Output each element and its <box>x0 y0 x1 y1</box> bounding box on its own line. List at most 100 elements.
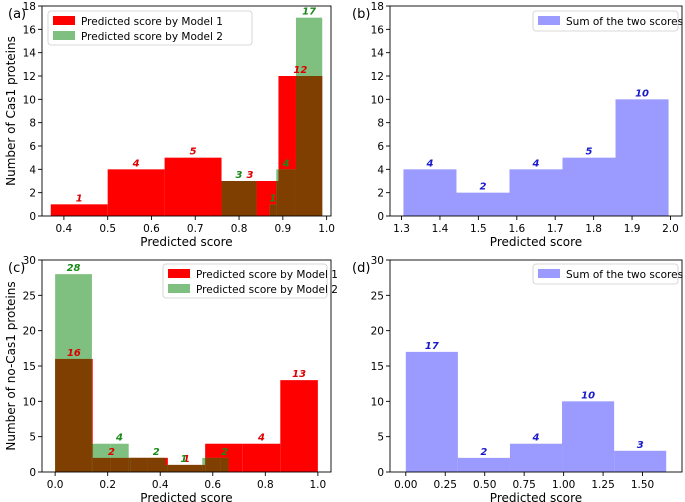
panel-a-legend <box>47 10 253 46</box>
panel-b-xtick-label: 1.9 <box>624 223 641 235</box>
panel-a-xtick-label: 0.6 <box>143 223 160 235</box>
panel-c-legend-swatch <box>168 284 190 293</box>
panel-c-xtick-label: 0.8 <box>257 479 274 491</box>
panel-a-xlabel: Predicted score <box>140 235 232 249</box>
panel-c-xtick-label: 1.0 <box>310 479 327 491</box>
panel-a-ytick-label: 2 <box>29 188 36 200</box>
panel-d-series1-bar <box>509 443 563 472</box>
panel-d-tag: (d) <box>352 261 370 276</box>
panel-a-ylabel: Number of Cas1 proteins <box>4 36 18 186</box>
panel-c-ytick-label: 10 <box>23 396 36 408</box>
panel-d-bar-label: 3 <box>637 440 644 451</box>
panel-a-series1-bar <box>50 204 108 216</box>
panel-c-overlap-bar <box>128 457 131 472</box>
panel-d-legend-swatch <box>538 269 560 278</box>
panel-a-bar-label: 5 <box>190 147 197 158</box>
panel-b-xtick-label: 2.0 <box>662 223 679 235</box>
panel-b-tag: (b) <box>352 7 370 22</box>
panel-b-series1-bar <box>403 169 457 216</box>
panel-a-bar-label: 3 <box>247 170 254 181</box>
panel-a-legend-swatch <box>53 31 75 40</box>
panel-c-xlabel: Predicted score <box>140 491 232 502</box>
panel-b-xtick-label: 1.7 <box>547 223 564 235</box>
panel-c-legend-label: Predicted score by Model 2 <box>196 284 338 296</box>
panel-a-ytick-label: 12 <box>23 71 36 83</box>
panel-a-ytick-label: 4 <box>29 164 36 176</box>
panel-c-ytick-label: 15 <box>23 361 36 373</box>
panel-c-ytick-label: 25 <box>23 290 36 302</box>
panel-b-xtick-label: 1.8 <box>585 223 602 235</box>
panel-a-ytick-label: 10 <box>23 94 36 106</box>
panel-b-series1-bar <box>456 192 510 216</box>
panel-d-series1-bar <box>614 450 667 472</box>
panel-c-legend-label: Predicted score by Model 1 <box>196 269 338 281</box>
panel-b-legend-swatch <box>538 16 560 25</box>
panel-d-series1-bar <box>457 457 510 472</box>
panel-a-series1-bar <box>107 169 165 216</box>
panel-b-legend-label: Sum of the two scores <box>566 16 683 28</box>
panel-c-overlap-bar <box>205 457 221 472</box>
panel-c-series1-bar <box>242 443 281 472</box>
panel-a-bar-label: 1 <box>76 193 83 204</box>
panel-a-frame <box>41 5 332 217</box>
panel-c-bar-label: 4 <box>115 433 123 444</box>
panel-c-bar-label: 1 <box>180 454 187 465</box>
panel-a-xtick-label: 0.8 <box>231 223 248 235</box>
panel-b-series1-bar <box>615 99 669 216</box>
panel-a-legend-swatch <box>53 16 75 25</box>
panel-d-xtick-label: 1.00 <box>552 479 575 491</box>
panel-c-overlap-bar <box>165 464 168 472</box>
panel-d-ytick-label: 25 <box>371 290 384 302</box>
panel-b-bar-label: 5 <box>586 147 593 158</box>
panel-a-ytick-label: 14 <box>23 48 37 60</box>
panel-d-legend <box>532 263 679 285</box>
panel-a-ytick-label: 16 <box>23 24 37 36</box>
panel-a-legend-label: Predicted score by Model 2 <box>81 31 223 43</box>
panel-d-series1-bar <box>405 351 458 472</box>
panel-b-ytick-label: 2 <box>377 188 384 200</box>
panel-b-bar-label: 4 <box>532 158 540 169</box>
panel-c-tag: (c) <box>8 261 25 276</box>
panel-a-bar-label: 12 <box>293 65 307 76</box>
panel-b-ytick-label: 10 <box>371 94 384 106</box>
panel-c-bar-label: 13 <box>292 369 306 380</box>
panel-a-overlap-bar <box>269 204 277 216</box>
panel-b-ytick-label: 4 <box>377 164 384 176</box>
panel-b-ytick-label: 0 <box>377 211 384 223</box>
panel-d-legend-label: Sum of the two scores <box>566 269 683 281</box>
panel-c-ylabel: Number of no-Cas1 proteins <box>4 281 18 450</box>
panel-b-bar-label: 2 <box>479 182 486 193</box>
panel-c-overlap-bar <box>130 457 148 472</box>
panel-d-ytick-label: 20 <box>371 326 384 338</box>
panel-b-legend <box>532 10 679 32</box>
panel-c-ytick-label: 5 <box>29 432 36 444</box>
panel-c-legend <box>162 263 328 299</box>
panel-a-xtick-label: 0.9 <box>274 223 291 235</box>
panel-b-bar-label: 4 <box>425 158 433 169</box>
panel-b-frame <box>389 5 683 217</box>
panel-b-series1-bar <box>562 157 616 216</box>
panel-b-ytick-label: 12 <box>371 71 384 83</box>
panel-a-bar-label: 3 <box>236 170 243 181</box>
panel-a-xtick-label: 1.0 <box>318 223 335 235</box>
panel-b-xtick-label: 1.6 <box>508 223 525 235</box>
panel-d-series1-bar <box>562 401 615 472</box>
panel-c-overlap-bar <box>202 464 206 472</box>
panel-c-bar-label: 4 <box>257 433 265 444</box>
panel-c-series1-bar <box>280 380 318 472</box>
panel-c-overlap-bar <box>110 457 129 472</box>
panel-d-xtick-label: 0.00 <box>394 479 417 491</box>
panel-c-overlap-bar <box>92 457 111 472</box>
panel-d-xtick-label: 1.50 <box>631 479 654 491</box>
panel-c-xtick-label: 0.0 <box>47 479 64 491</box>
panel-a-overlap-bar <box>276 181 279 216</box>
panel-c-ytick-label: 30 <box>23 255 36 267</box>
panel-a-xtick-label: 0.4 <box>56 223 73 235</box>
panel-a-ytick-label: 18 <box>23 1 36 13</box>
panel-c-overlap-bar <box>167 464 203 472</box>
panel-c-ytick-label: 0 <box>29 467 36 479</box>
panel-c-overlap-bar <box>220 457 229 472</box>
panel-d-bar-label: 2 <box>480 447 487 458</box>
panel-c-ytick-label: 20 <box>23 326 36 338</box>
